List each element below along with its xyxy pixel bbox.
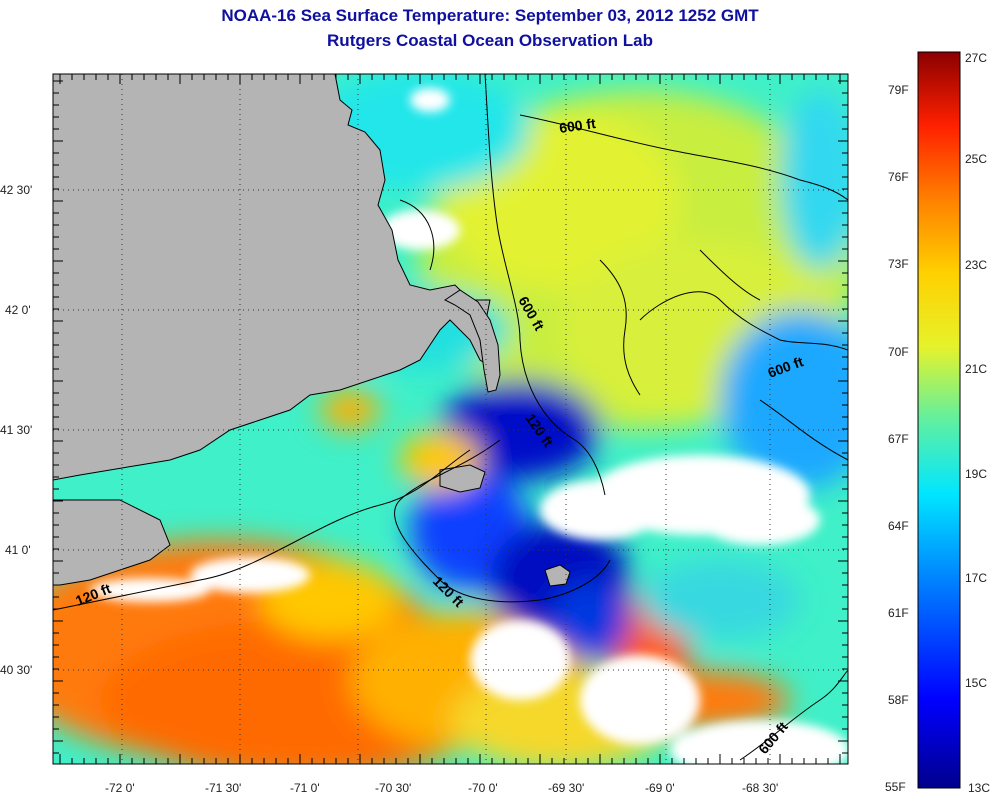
contour-label-600-north: 600 ft [558, 115, 597, 136]
latitude-labels: 42 30' 42 0' 41 30' 41 0' 40 30' [0, 183, 32, 677]
map-title: NOAA-16 Sea Surface Temperature: Septemb… [221, 6, 759, 25]
land-mass [53, 74, 496, 481]
colorbar-f-label: 67F [888, 432, 909, 446]
colorbar-f-label: 61F [888, 606, 909, 620]
colorbar-c-label: 25C [965, 152, 987, 166]
colorbar-c-label: 19C [965, 467, 987, 481]
longitude-labels: -72 0' -71 30' -71 0' -70 30' -70 0' -69… [105, 781, 778, 795]
lon-label: -69 30' [548, 781, 584, 795]
nantucket [544, 564, 571, 587]
colorbar-c-label: 27C [965, 51, 987, 65]
lon-label: -72 0' [105, 781, 135, 795]
map-field: 600 ft 600 ft 600 ft 120 ft 120 ft 120 f… [53, 74, 848, 764]
marthas-vineyard [439, 464, 486, 493]
map-ticks [53, 74, 848, 764]
graticule [53, 74, 848, 764]
colorbar-f-label: 58F [888, 693, 909, 707]
lat-label: 40 30' [0, 663, 32, 677]
colorbar-f-label: 73F [888, 257, 909, 271]
bathymetry-contours [53, 74, 848, 761]
colorbar-c-label: 13C [968, 781, 990, 795]
cape-cod [444, 289, 501, 393]
colorbar-f-label: 70F [888, 345, 909, 359]
colorbar-c-label: 15C [965, 676, 987, 690]
lon-label: -71 0' [290, 781, 320, 795]
lon-label: -71 30' [205, 781, 241, 795]
colorbar-c-label: 17C [965, 571, 987, 585]
colorbar-celsius-labels: 27C 25C 23C 21C 19C 17C 15C 13C [965, 51, 990, 795]
cloud-mask [60, 88, 848, 764]
colorbar-c-label: 21C [965, 362, 987, 376]
colorbar-f-label: 64F [888, 519, 909, 533]
map-frame [52, 73, 849, 765]
lon-label: -70 0' [468, 781, 498, 795]
colorbar-f-label: 76F [888, 170, 909, 184]
colorbar [917, 51, 961, 789]
lat-label: 42 0' [5, 303, 31, 317]
colorbar-c-label: 23C [965, 258, 987, 272]
colorbar-fahrenheit-labels: 79F 76F 73F 70F 67F 64F 61F 58F 55F [885, 83, 909, 794]
lon-label: -70 30' [375, 781, 411, 795]
colorbar-f-label: 55F [885, 780, 906, 794]
lat-label: 42 30' [0, 183, 32, 197]
lon-label: -69 0' [645, 781, 675, 795]
lat-label: 41 30' [0, 423, 32, 437]
colorbar-f-label: 79F [888, 83, 909, 97]
map-subtitle: Rutgers Coastal Ocean Observation Lab [327, 31, 653, 50]
lat-label: 41 0' [5, 543, 31, 557]
lon-label: -68 30' [742, 781, 778, 795]
